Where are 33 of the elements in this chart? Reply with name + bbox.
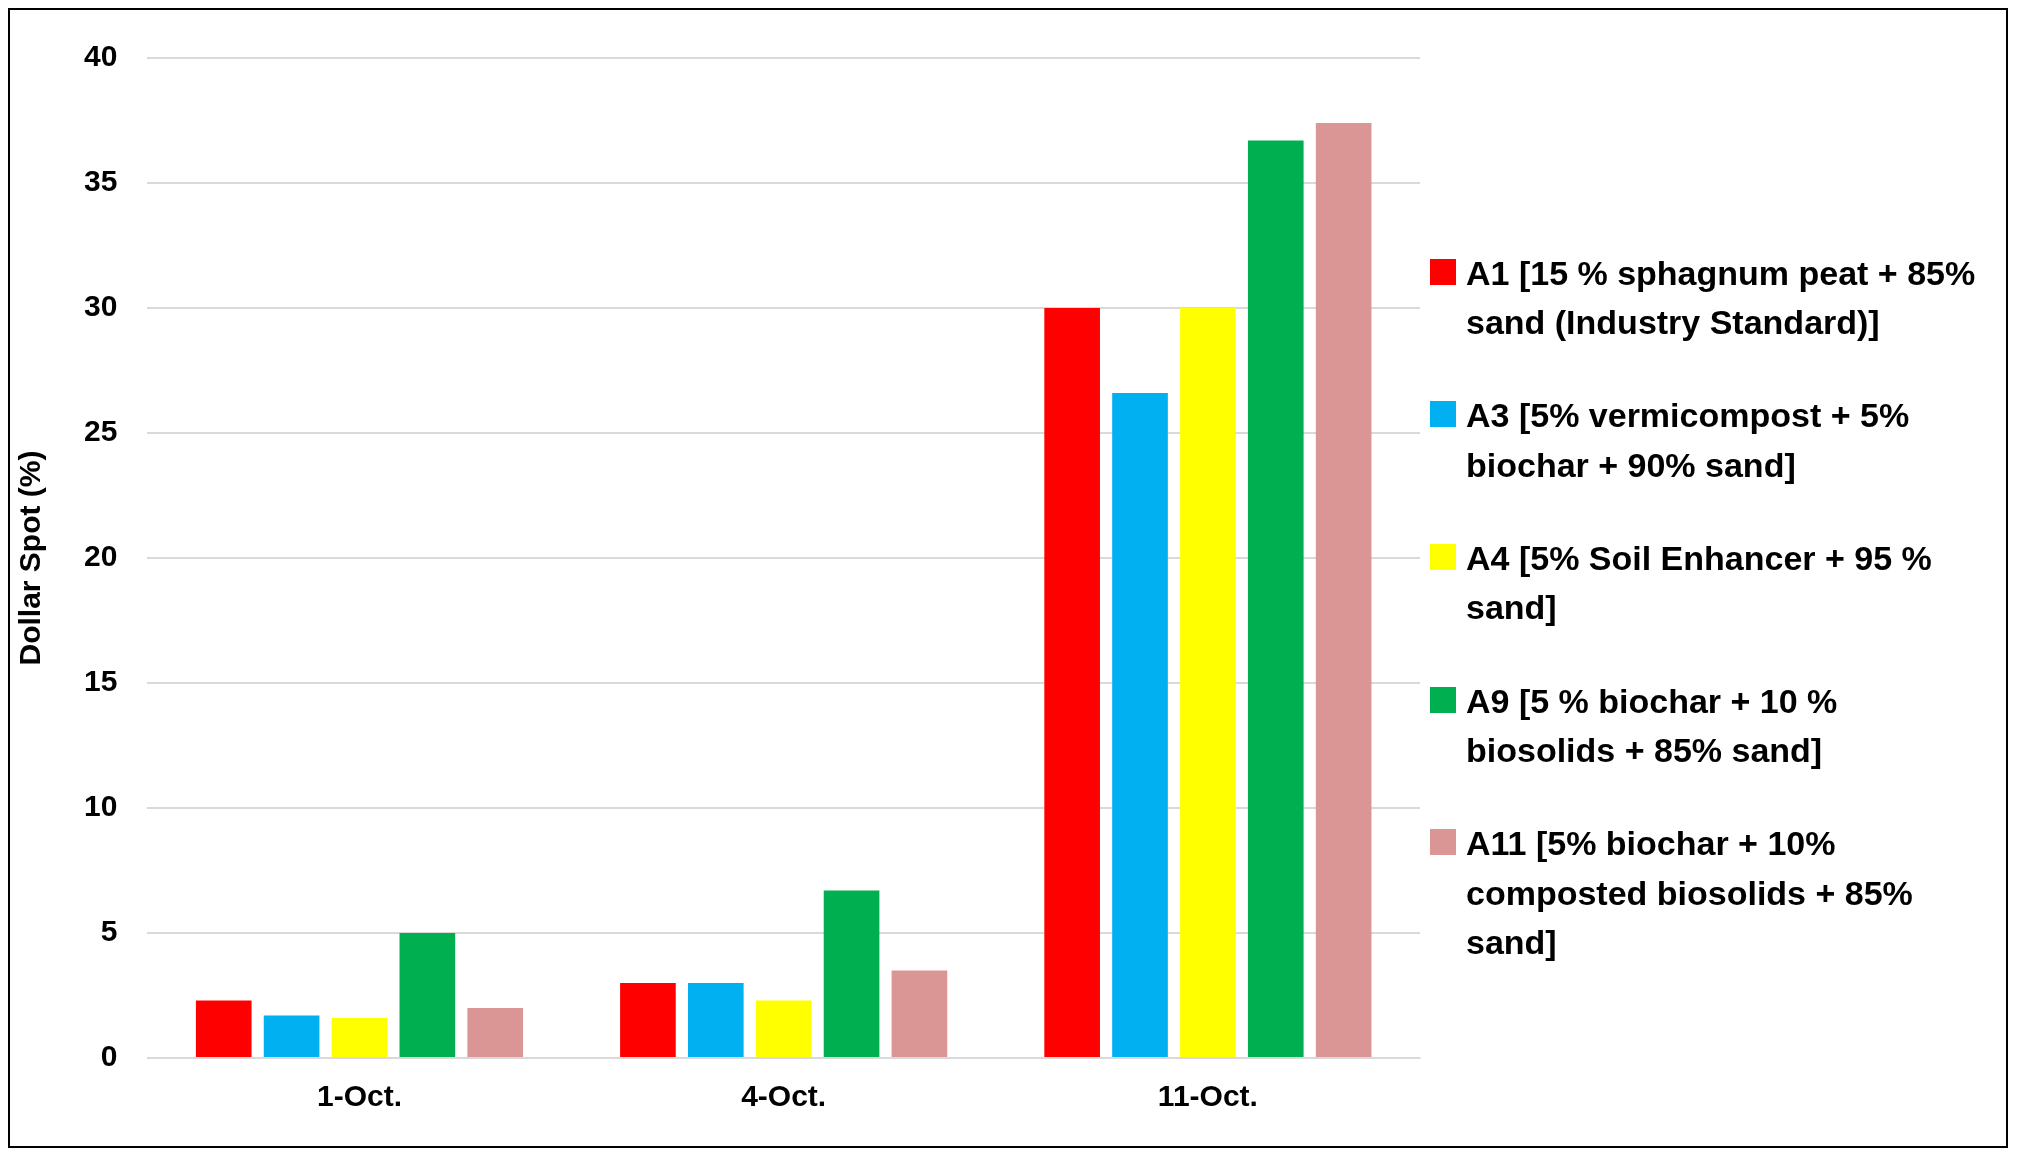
bar [687,983,744,1057]
y-tick-label: 35 [83,164,118,198]
bar [467,1008,524,1057]
bar [1180,308,1236,1057]
x-tick-label: 1-Oct. [316,1079,402,1113]
bar [1044,308,1100,1057]
legend-label: A11 [5% biochar + 10% composted biosolids + 85% sand] [1466,823,1914,963]
bar [1247,140,1304,1057]
legend-label: A1 [15 % sphagnum peat + 85% sand (Industry Standard)] [1466,252,1977,344]
y-tick-label: 25 [83,414,118,448]
y-tick-label: 20 [83,539,118,573]
bar [823,890,880,1057]
y-tick-label: 15 [83,664,118,698]
x-tick-label: 4-Oct. [741,1079,827,1113]
bar [399,933,456,1057]
bar [1315,123,1372,1057]
legend-label: A3 [5% vermicompost + 5% biochar + 90% sand] [1466,395,1911,486]
y-tick-label: 30 [83,289,118,323]
y-tick-label: 40 [83,39,118,73]
bar [195,1000,252,1057]
y-axis-title: Dollar Spot (%) [13,450,47,666]
bar [331,1018,388,1057]
bar [1112,393,1168,1057]
bar [755,1000,812,1057]
bar [891,970,948,1057]
bar [620,983,676,1057]
legend-label: A4 [5% Soil Enhancer + 95 % sand] [1466,538,1933,629]
y-tick-label: 5 [100,914,118,948]
x-tick-label: 11-Oct. [1157,1079,1258,1113]
legend-label: A9 [5 % biochar + 10 % biosolids + 85% sand] [1466,680,1839,771]
y-tick-label: 10 [83,789,118,823]
bar [263,1015,320,1057]
y-tick-label: 0 [100,1039,118,1073]
